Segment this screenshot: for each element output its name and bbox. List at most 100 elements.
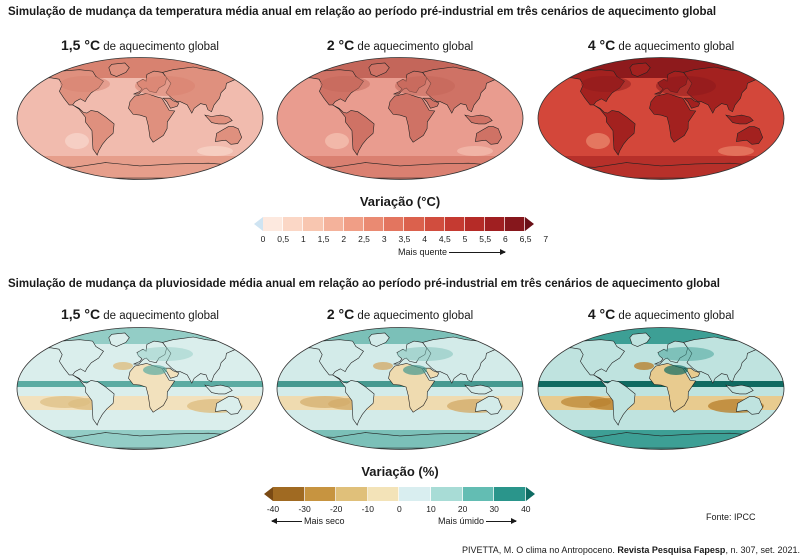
temp-colorbar (254, 217, 535, 231)
continent-outline (683, 336, 765, 384)
precip-legend-title: Variação (%) (361, 464, 439, 479)
legend-tick-label: -40 (266, 504, 280, 514)
continent-outline (332, 104, 375, 156)
south-pacific-cool-patch (65, 133, 89, 149)
legend-tick-label: 6,5 (519, 234, 532, 244)
legend-tick-label: 0 (260, 234, 266, 244)
colorbar-cell (485, 217, 506, 231)
continent-outline (464, 384, 493, 395)
legend-tick-label: 4 (422, 234, 427, 244)
southern-indian-cool-patch (197, 146, 233, 156)
colorbar-tip-right (525, 217, 535, 231)
colorbar-cell (404, 217, 425, 231)
colorbar-cell (303, 217, 324, 231)
arctic-warming-band (277, 57, 523, 78)
precipitation-section-title: Simulação de mudança da pluviosidade méd… (8, 278, 720, 290)
colorbar-tip-left (264, 487, 273, 501)
southern-indian-cool-patch (457, 146, 493, 156)
arctic-wet-band (277, 327, 523, 344)
eurasia-hot-patch (395, 76, 455, 96)
continent-outline (683, 97, 701, 109)
precip-scenario-3-title: 4 °C de aquecimento global (587, 306, 735, 322)
colorbar-cell (399, 487, 431, 501)
precip-map-2 (275, 326, 525, 451)
continent-outline (108, 332, 130, 347)
continent-outline (128, 363, 176, 413)
temp-scenario-1-title: 1,5 °C de aquecimento global (61, 37, 219, 53)
continent-outline (736, 396, 764, 415)
continent-outline (162, 336, 244, 384)
colorbar-cell (505, 217, 526, 231)
south-pacific-cool-patch (325, 133, 349, 149)
continent-outline (162, 367, 180, 379)
mediterranean-dry-patch (634, 362, 654, 370)
continent-outline (629, 62, 651, 77)
colorbar-cell (363, 217, 385, 231)
continent-outline (215, 396, 243, 415)
colorbar-cell (494, 487, 526, 501)
colorbar-cell (430, 487, 463, 501)
continent-outline (204, 384, 233, 395)
legend-tick-label: 10 (426, 504, 436, 514)
continent-outline (593, 104, 636, 156)
colorbar-cell (464, 217, 486, 231)
eurasia-wet-patch (658, 347, 714, 361)
credit-line: PIVETTA, M. O clima no Antropoceno. Revi… (461, 545, 800, 555)
continent-outline (725, 384, 754, 395)
map-outline (276, 327, 524, 450)
sahel-wet-patch (143, 365, 167, 375)
eurasia-hot-patch (135, 76, 195, 96)
continent-outline (649, 93, 697, 143)
drier-arrow-label: Mais seco (271, 516, 345, 526)
continent-outline (301, 339, 364, 376)
legend-tick-label: 3,5 (398, 234, 411, 244)
precip-scenario-1-title: 1,5 °C de aquecimento global (61, 306, 219, 322)
colorbar-cell (343, 217, 364, 231)
legend-tick-label: 1,5 (317, 234, 330, 244)
temperature-section-title: Simulação de mudança da temperatura médi… (8, 6, 717, 18)
continent-outline (108, 62, 130, 77)
north-america-hot-patch (581, 76, 631, 92)
legend-tick-label: 2 (341, 234, 347, 244)
legend-tick-label: -20 (330, 504, 343, 514)
temp-map-4 (536, 56, 786, 181)
temp-scenario-2-title: 2 °C de aquecimento global (326, 37, 474, 53)
right-arrow-icon (486, 517, 518, 524)
source-note: Fonte: IPCC (706, 512, 756, 522)
legend-tick-label: 0,5 (277, 234, 290, 244)
legend-tick-label: 3 (381, 234, 387, 244)
continent-outline (368, 332, 390, 347)
arctic-wet-band (538, 327, 784, 344)
continent-outline (215, 126, 243, 145)
legend-tick-label: 20 (457, 504, 468, 514)
sahel-wet-patch (664, 365, 688, 375)
temp-map-1-5 (15, 56, 265, 181)
eurasia-wet-patch (397, 347, 453, 361)
continent-outline (128, 93, 176, 143)
continent-outline (683, 367, 701, 379)
arctic-warming-band (538, 57, 784, 78)
south-pacific-dry-patch (40, 396, 90, 408)
colorbar-cell (273, 487, 305, 501)
colorbar-cell (384, 217, 405, 231)
north-america-hot-patch (320, 76, 370, 92)
map-outline (276, 57, 524, 180)
legend-tick-label: 6 (503, 234, 508, 244)
legend-tick-label: 7 (543, 234, 549, 244)
left-arrow-icon (271, 517, 302, 524)
legend-tick-label: 40 (521, 504, 531, 514)
colorbar-cell (424, 217, 445, 231)
colorbar-cell (336, 487, 368, 501)
mediterranean-dry-patch (373, 362, 393, 370)
map-outline (16, 57, 264, 180)
temp-arrow-label: Mais quente (398, 247, 507, 257)
continent-outline (422, 336, 504, 384)
precip-scenario-2-title: 2 °C de aquecimento global (326, 306, 474, 322)
continent-outline (629, 332, 651, 347)
colorbar-cell (462, 487, 495, 501)
colorbar-cell (304, 487, 337, 501)
south-pacific-dry-patch (561, 396, 611, 408)
eurasia-wet-patch (137, 347, 193, 361)
map-outline (537, 327, 785, 450)
precip-colorbar (264, 487, 535, 501)
